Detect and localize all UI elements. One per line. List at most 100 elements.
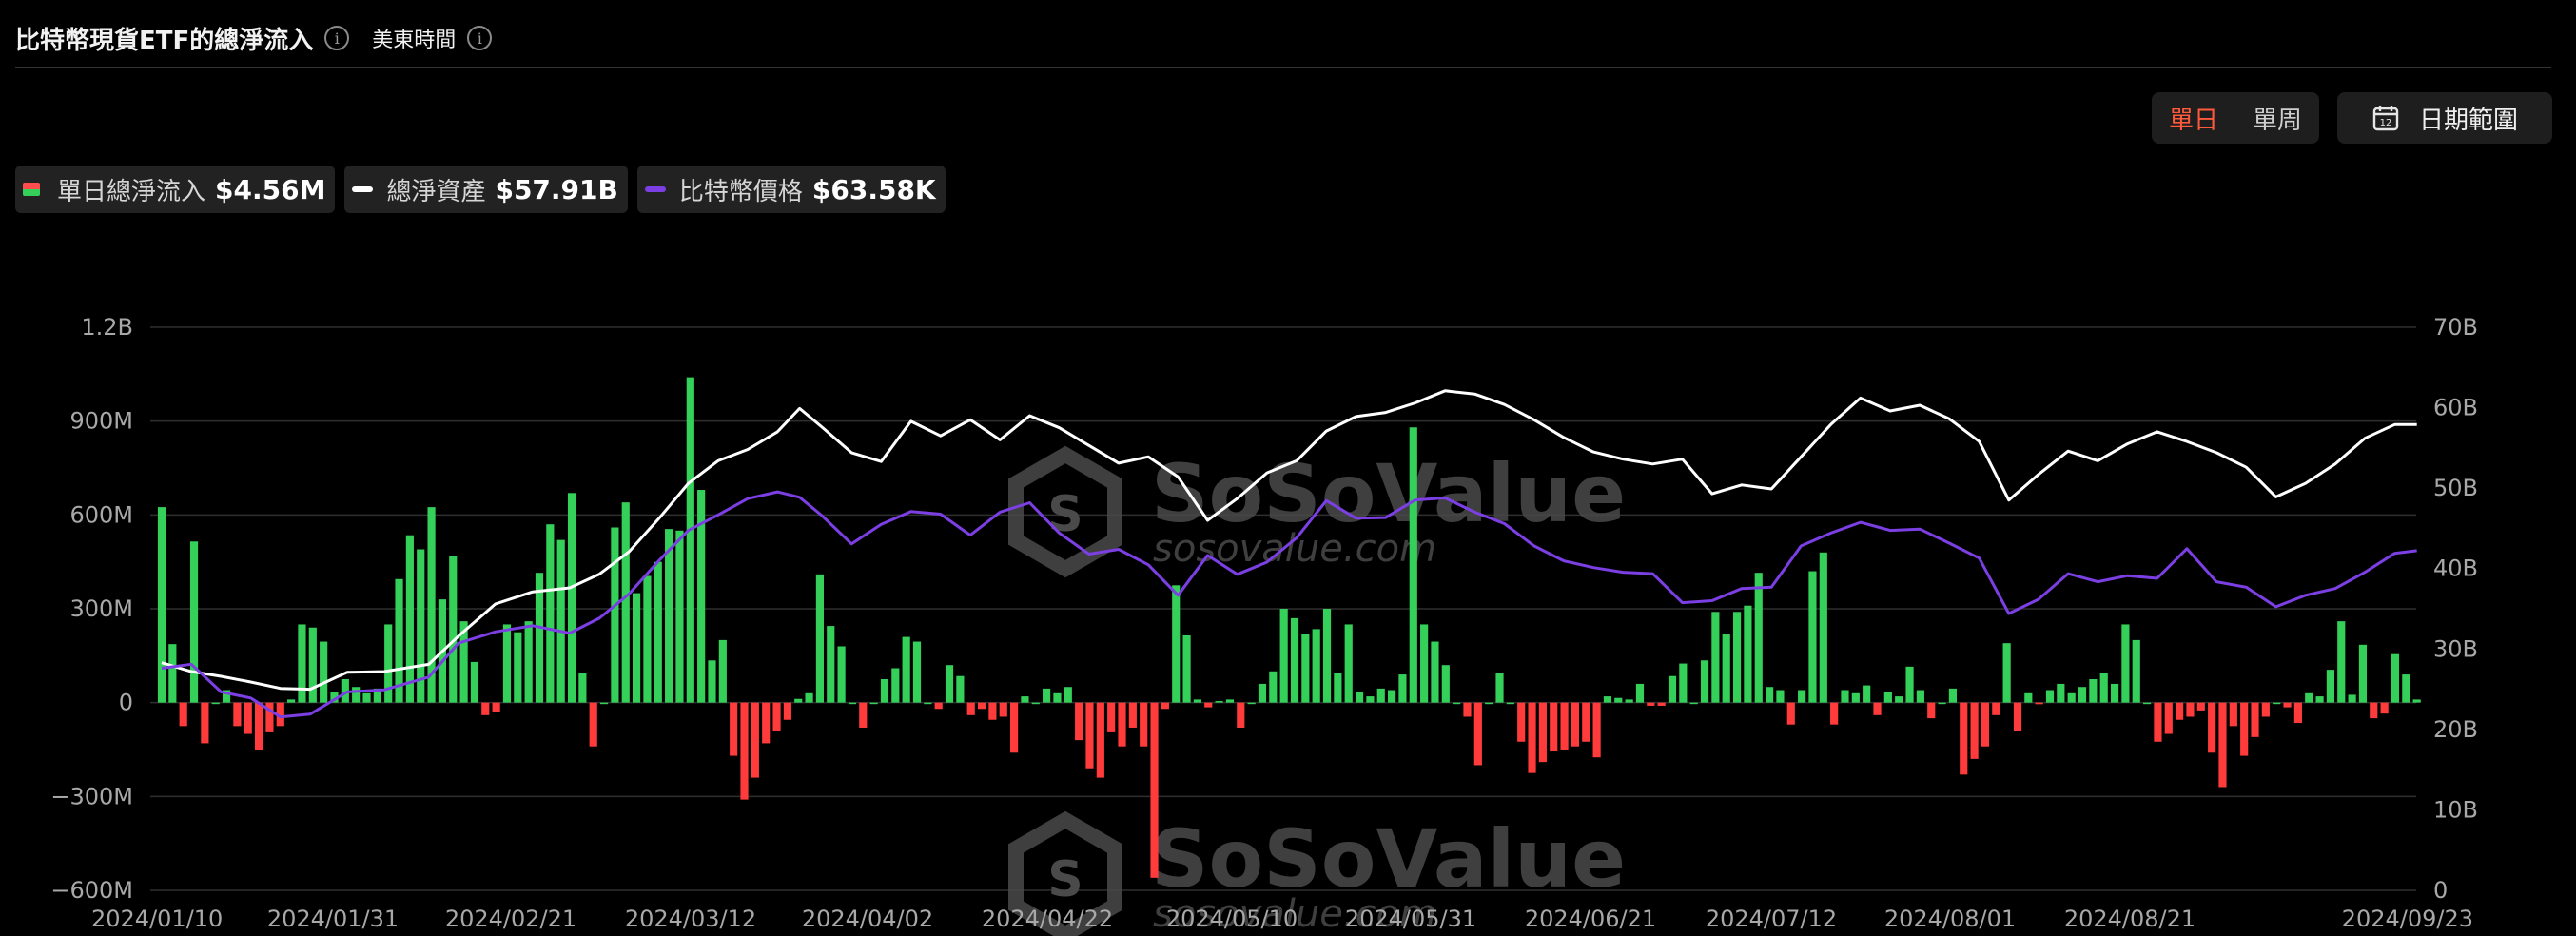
flow-bar[interactable]: [751, 702, 759, 778]
flow-bar[interactable]: [320, 641, 328, 703]
flow-bar[interactable]: [1420, 624, 1429, 703]
flow-bar[interactable]: [1021, 696, 1029, 703]
flow-bar[interactable]: [1463, 702, 1472, 717]
flow-bar[interactable]: [1550, 702, 1558, 751]
flow-bar[interactable]: [222, 690, 231, 703]
flow-bar[interactable]: [869, 702, 878, 705]
flow-bar[interactable]: [1453, 702, 1461, 705]
flow-bar[interactable]: [1916, 690, 1924, 703]
flow-bar[interactable]: [621, 502, 630, 703]
flow-bar[interactable]: [265, 702, 274, 732]
flow-bar[interactable]: [730, 702, 738, 756]
flow-bar[interactable]: [1538, 702, 1547, 763]
date-range-button[interactable]: 12 日期範圍: [2337, 92, 2552, 144]
flow-bar[interactable]: [697, 490, 706, 703]
flow-bar[interactable]: [1031, 702, 1040, 705]
flow-bar[interactable]: [384, 624, 393, 703]
flow-bar[interactable]: [1334, 673, 1342, 703]
flow-bar[interactable]: [1247, 702, 1256, 705]
flow-bar[interactable]: [794, 698, 803, 703]
info-icon[interactable]: i: [324, 26, 350, 50]
flow-bar[interactable]: [352, 687, 361, 703]
flow-bar[interactable]: [201, 702, 209, 744]
flow-bar[interactable]: [1161, 702, 1169, 710]
flow-bar[interactable]: [827, 626, 835, 703]
flow-bar[interactable]: [492, 702, 500, 712]
flow-bar[interactable]: [1819, 552, 1827, 703]
flow-bar[interactable]: [999, 702, 1007, 717]
flow-bar[interactable]: [1258, 683, 1267, 703]
flow-bar[interactable]: [1064, 687, 1072, 703]
flow-bar[interactable]: [395, 578, 403, 703]
flow-bar[interactable]: [762, 702, 771, 744]
flow-bar[interactable]: [2121, 624, 2130, 703]
flow-bar[interactable]: [2370, 702, 2378, 719]
flow-bar[interactable]: [1010, 702, 1019, 753]
flow-bar[interactable]: [481, 702, 490, 715]
flow-bar[interactable]: [1732, 612, 1742, 703]
flow-bar[interactable]: [2196, 702, 2205, 711]
week-toggle-button[interactable]: 單周: [2252, 106, 2302, 135]
flow-bar[interactable]: [2240, 702, 2249, 756]
flow-bar[interactable]: [2024, 692, 2033, 703]
flow-bar[interactable]: [2402, 674, 2410, 703]
flow-bar[interactable]: [1366, 696, 1375, 703]
flow-bar[interactable]: [1689, 702, 1698, 705]
flow-bar[interactable]: [1960, 702, 1968, 775]
flow-bar[interactable]: [2110, 683, 2119, 703]
flow-bar[interactable]: [589, 702, 597, 747]
flow-bar[interactable]: [308, 627, 317, 703]
flow-bar[interactable]: [1172, 585, 1181, 703]
flow-bar[interactable]: [233, 702, 242, 727]
flow-bar[interactable]: [1301, 634, 1310, 703]
flow-bar[interactable]: [1841, 690, 1849, 703]
flow-bar[interactable]: [362, 692, 371, 703]
day-toggle-button[interactable]: 單日: [2168, 106, 2218, 135]
flow-bar[interactable]: [956, 675, 965, 703]
flow-bar[interactable]: [2176, 702, 2184, 720]
flow-bar[interactable]: [2099, 673, 2108, 703]
flow-bar[interactable]: [1883, 692, 1892, 703]
flow-bar[interactable]: [1128, 702, 1137, 728]
flow-bar[interactable]: [1873, 702, 1882, 715]
flow-bar[interactable]: [405, 535, 414, 703]
flow-bar[interactable]: [1603, 696, 1612, 703]
flow-bar[interactable]: [1075, 702, 1083, 741]
flow-bar[interactable]: [1279, 609, 1288, 703]
flow-bar[interactable]: [2293, 702, 2302, 724]
flow-bar[interactable]: [2186, 702, 2195, 717]
flow-bar[interactable]: [1043, 688, 1051, 703]
flow-bar[interactable]: [1495, 673, 1504, 703]
legend-price[interactable]: 比特幣價格 $63.58K: [636, 166, 946, 213]
flow-bar[interactable]: [924, 702, 932, 705]
flow-bar[interactable]: [1938, 702, 1946, 705]
flow-bar[interactable]: [1441, 665, 1450, 703]
flow-bar[interactable]: [417, 549, 425, 703]
flow-bar[interactable]: [675, 530, 684, 703]
timezone-info-icon[interactable]: i: [467, 26, 493, 50]
flow-bar[interactable]: [1473, 702, 1482, 766]
flow-bar[interactable]: [2273, 702, 2281, 705]
flow-bar[interactable]: [2348, 694, 2356, 703]
flow-bar[interactable]: [2208, 702, 2216, 753]
flow-bar[interactable]: [837, 646, 846, 703]
legend-flow[interactable]: 單日總淨流入 $4.56M: [15, 166, 336, 213]
flow-bar[interactable]: [2154, 702, 2162, 742]
flow-bar[interactable]: [1290, 617, 1299, 703]
flow-bar[interactable]: [1506, 702, 1514, 705]
flow-bar[interactable]: [2132, 639, 2140, 703]
flow-bar[interactable]: [1193, 699, 1201, 703]
flow-bar[interactable]: [1766, 687, 1774, 703]
flow-bar[interactable]: [567, 493, 576, 703]
flow-bar[interactable]: [859, 702, 868, 728]
flow-bar[interactable]: [1668, 675, 1677, 703]
flow-bar[interactable]: [1657, 702, 1666, 706]
flow-bar[interactable]: [1776, 690, 1785, 703]
flow-bar[interactable]: [179, 702, 187, 727]
flow-bar[interactable]: [665, 529, 673, 703]
flow-bar[interactable]: [2229, 702, 2237, 727]
flow-bar[interactable]: [1118, 702, 1126, 747]
flow-bar[interactable]: [848, 702, 857, 705]
flow-bar[interactable]: [1107, 702, 1116, 732]
